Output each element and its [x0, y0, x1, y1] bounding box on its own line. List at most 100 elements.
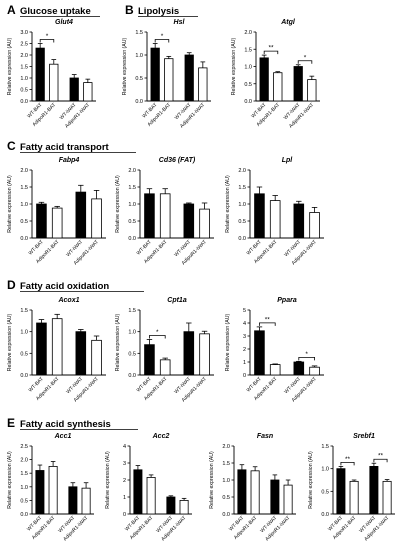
- bar-adipor1-bat: [51, 207, 63, 239]
- chart-cpt1a: Cpt1a Relative expression (AU) 0.0 0.5 1.0 1.…: [115, 297, 214, 403]
- y-tick-label: 3: [243, 334, 246, 340]
- y-tick-label: 2: [123, 478, 126, 484]
- section-header-a: A Glucose uptake: [7, 3, 100, 17]
- bar-wt-iwat: [293, 66, 303, 102]
- bar-adipor1-iwat: [198, 67, 208, 102]
- y-tick-label: 0.0: [238, 236, 246, 242]
- y-tick-label: 2.0: [128, 168, 136, 174]
- section-header-e: E Fatty acid synthesis: [7, 416, 138, 430]
- section-letter: D: [7, 278, 16, 292]
- significance-bracket: [259, 322, 276, 326]
- y-tick-label: 1.0: [20, 76, 28, 82]
- significance-bracket: [39, 39, 55, 43]
- bar-wt-iwat: [75, 331, 87, 376]
- y-tick-label: 2.5: [20, 444, 28, 450]
- y-tick-label: 0.5: [238, 219, 246, 225]
- y-tick-label: 1.0: [20, 202, 28, 208]
- y-axis-label: Relative expression (AU): [7, 314, 13, 372]
- bar-adipor1-iwat: [309, 366, 320, 376]
- y-tick-label: 2: [243, 347, 246, 353]
- bar-adipor1-bat: [51, 318, 63, 376]
- bar-adipor1-bat: [146, 477, 156, 515]
- bar-adipor1-bat: [269, 200, 281, 239]
- y-tick-label: 0.5: [128, 351, 136, 357]
- y-tick-label: 0.0: [244, 99, 252, 105]
- bar-wt-bat: [150, 47, 160, 102]
- chart-title: Lpl: [282, 157, 294, 164]
- bar-wt-iwat: [184, 54, 194, 102]
- y-tick-label: 5: [243, 308, 246, 314]
- y-tick-label: 0.5: [20, 498, 28, 504]
- y-axis-label: Relative expression (AU): [115, 314, 121, 372]
- y-tick-label: 0.0: [20, 373, 28, 379]
- y-tick-label: 4: [123, 444, 126, 450]
- bar-wt-bat: [35, 470, 45, 515]
- section-header-b: B Lipolysis: [125, 3, 198, 17]
- section-letter: A: [7, 3, 16, 17]
- y-tick-label: 1.5: [20, 185, 28, 191]
- bar-adipor1-iwat: [83, 82, 93, 102]
- y-tick-label: 0.0: [128, 236, 136, 242]
- y-tick-label: 1.5: [20, 471, 28, 477]
- y-tick-label: 2.5: [20, 42, 28, 48]
- y-tick-label: 0.5: [128, 219, 136, 225]
- y-tick-label: 2.0: [20, 168, 28, 174]
- bar-wt-bat: [36, 322, 47, 376]
- y-tick-label: 0.5: [244, 82, 252, 88]
- y-tick-label: 1.5: [222, 461, 230, 467]
- y-tick-label: 0.5: [20, 351, 28, 357]
- significance-bracket: [373, 458, 388, 463]
- section-header-d: D Fatty acid oxidation: [7, 278, 144, 292]
- bar-adipor1-iwat: [283, 484, 293, 515]
- y-axis-label: Relative expression (AU): [308, 451, 314, 509]
- chart-title: Cd36 (FAT): [159, 157, 196, 164]
- significance-label: **: [345, 456, 351, 463]
- section-letter: B: [125, 3, 134, 17]
- y-tick-label: 1.0: [128, 202, 136, 208]
- y-tick-label: 1.5: [128, 308, 136, 314]
- bar-adipor1-bat: [159, 359, 171, 376]
- y-tick-label: 0.0: [20, 99, 28, 105]
- bar-wt-iwat: [69, 77, 79, 102]
- bar-wt-iwat: [183, 331, 195, 376]
- bar-adipor1-bat: [48, 465, 58, 515]
- section-letter: C: [7, 139, 16, 153]
- chart-title: Fasn: [257, 433, 273, 440]
- chart-title: Acox1: [57, 297, 79, 304]
- significance-label: **: [265, 316, 271, 323]
- bar-adipor1-iwat: [199, 208, 210, 239]
- bar-adipor1-iwat: [81, 487, 91, 515]
- significance-label: *: [304, 54, 307, 61]
- significance-bracket: [154, 39, 170, 43]
- y-tick-label: 0.0: [20, 512, 28, 518]
- y-tick-label: 1.5: [238, 185, 246, 191]
- section-title: Fatty acid transport: [20, 142, 110, 153]
- significance-label: *: [156, 329, 159, 336]
- y-tick-label: 1.5: [128, 185, 136, 191]
- significance-label: *: [161, 33, 164, 40]
- y-axis-label: Relative expression (AU): [209, 451, 215, 509]
- y-tick-label: 3.0: [20, 30, 28, 36]
- significance-label: **: [268, 45, 274, 52]
- bar-wt-bat: [35, 47, 45, 102]
- bar-wt-bat: [36, 203, 47, 239]
- y-tick-label: 1.0: [20, 330, 28, 336]
- y-axis-label: Relative expression (AU): [7, 175, 13, 233]
- y-tick-label: 1.5: [20, 65, 28, 71]
- bar-wt-iwat: [166, 496, 176, 515]
- y-axis-label: Relative expression (AU): [122, 38, 128, 96]
- bar-wt-iwat: [68, 486, 78, 515]
- y-axis-label: Relative expression (AU): [7, 38, 13, 96]
- y-axis-label: Relative expression (AU): [7, 451, 13, 509]
- bar-wt-bat: [133, 469, 143, 515]
- section-title: Fatty acid oxidation: [20, 281, 109, 292]
- bar-wt-iwat: [270, 479, 280, 515]
- chart-atgl: Atgl Relative expression (AU) 0.0 0.5 1.0 1.5…: [231, 19, 320, 129]
- bar-adipor1-bat: [49, 63, 59, 102]
- y-tick-label: 1: [243, 360, 246, 366]
- significance-bracket: [298, 356, 315, 361]
